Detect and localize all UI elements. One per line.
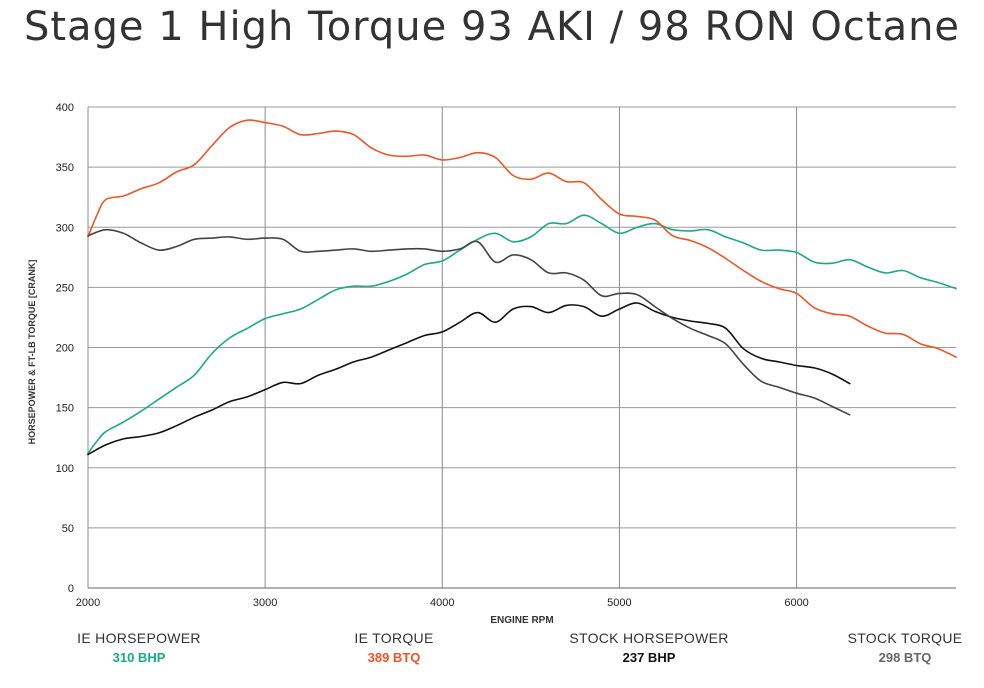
legend-value: 237 BHP [622, 650, 676, 665]
x-tick-label: 5000 [607, 597, 631, 609]
y-tick-label: 100 [56, 463, 74, 475]
legend-label: IE TORQUE [354, 630, 434, 646]
y-tick-label: 50 [62, 523, 74, 535]
grid-layer [87, 106, 956, 589]
legend-item-ie-torque: IE TORQUE 389 BTQ [294, 630, 494, 665]
x-tick-label: 3000 [253, 597, 277, 609]
series-layer [87, 119, 957, 456]
x-axis-label: ENGINE RPM [490, 615, 553, 626]
y-tick-label: 0 [68, 583, 74, 595]
y-tick-label: 400 [56, 102, 74, 114]
x-tick-label: 4000 [430, 597, 454, 609]
axis-layer: 0 50 100 150 200 250 300 350 400 2000 3000 4000 5000… [56, 102, 956, 609]
x-tick-label: 2000 [76, 597, 100, 609]
series-line-ie-horsepower [87, 214, 957, 455]
legend-value: 310 BHP [112, 650, 166, 665]
legend-label: STOCK TORQUE [847, 630, 963, 646]
legend-item-stock-horsepower: STOCK HORSEPOWER 237 BHP [549, 630, 749, 665]
x-tick-label: 6000 [784, 597, 808, 609]
legend-value: 389 BTQ [367, 650, 421, 665]
series-line-ie-torque [87, 119, 957, 358]
series-line-stock-torque [87, 228, 851, 416]
legend-item-stock-torque: STOCK TORQUE 298 BTQ [805, 630, 984, 665]
series-line-stock-horsepower [87, 302, 851, 456]
y-axis-label: HORSEPOWER & FT-LB TORQUE [CRANK] [27, 260, 37, 445]
y-tick-label: 150 [56, 403, 74, 415]
legend-item-ie-horsepower: IE HORSEPOWER 310 BHP [39, 630, 239, 665]
y-tick-label: 250 [56, 282, 74, 294]
legend-value: 298 BTQ [878, 650, 932, 665]
legend-label: STOCK HORSEPOWER [569, 630, 729, 646]
chart-title: Stage 1 High Torque 93 AKI / 98 RON Octa… [23, 4, 961, 50]
y-tick-label: 200 [56, 343, 74, 355]
legend-label: IE HORSEPOWER [77, 630, 201, 646]
y-tick-label: 300 [56, 222, 74, 234]
y-tick-label: 350 [56, 162, 74, 174]
